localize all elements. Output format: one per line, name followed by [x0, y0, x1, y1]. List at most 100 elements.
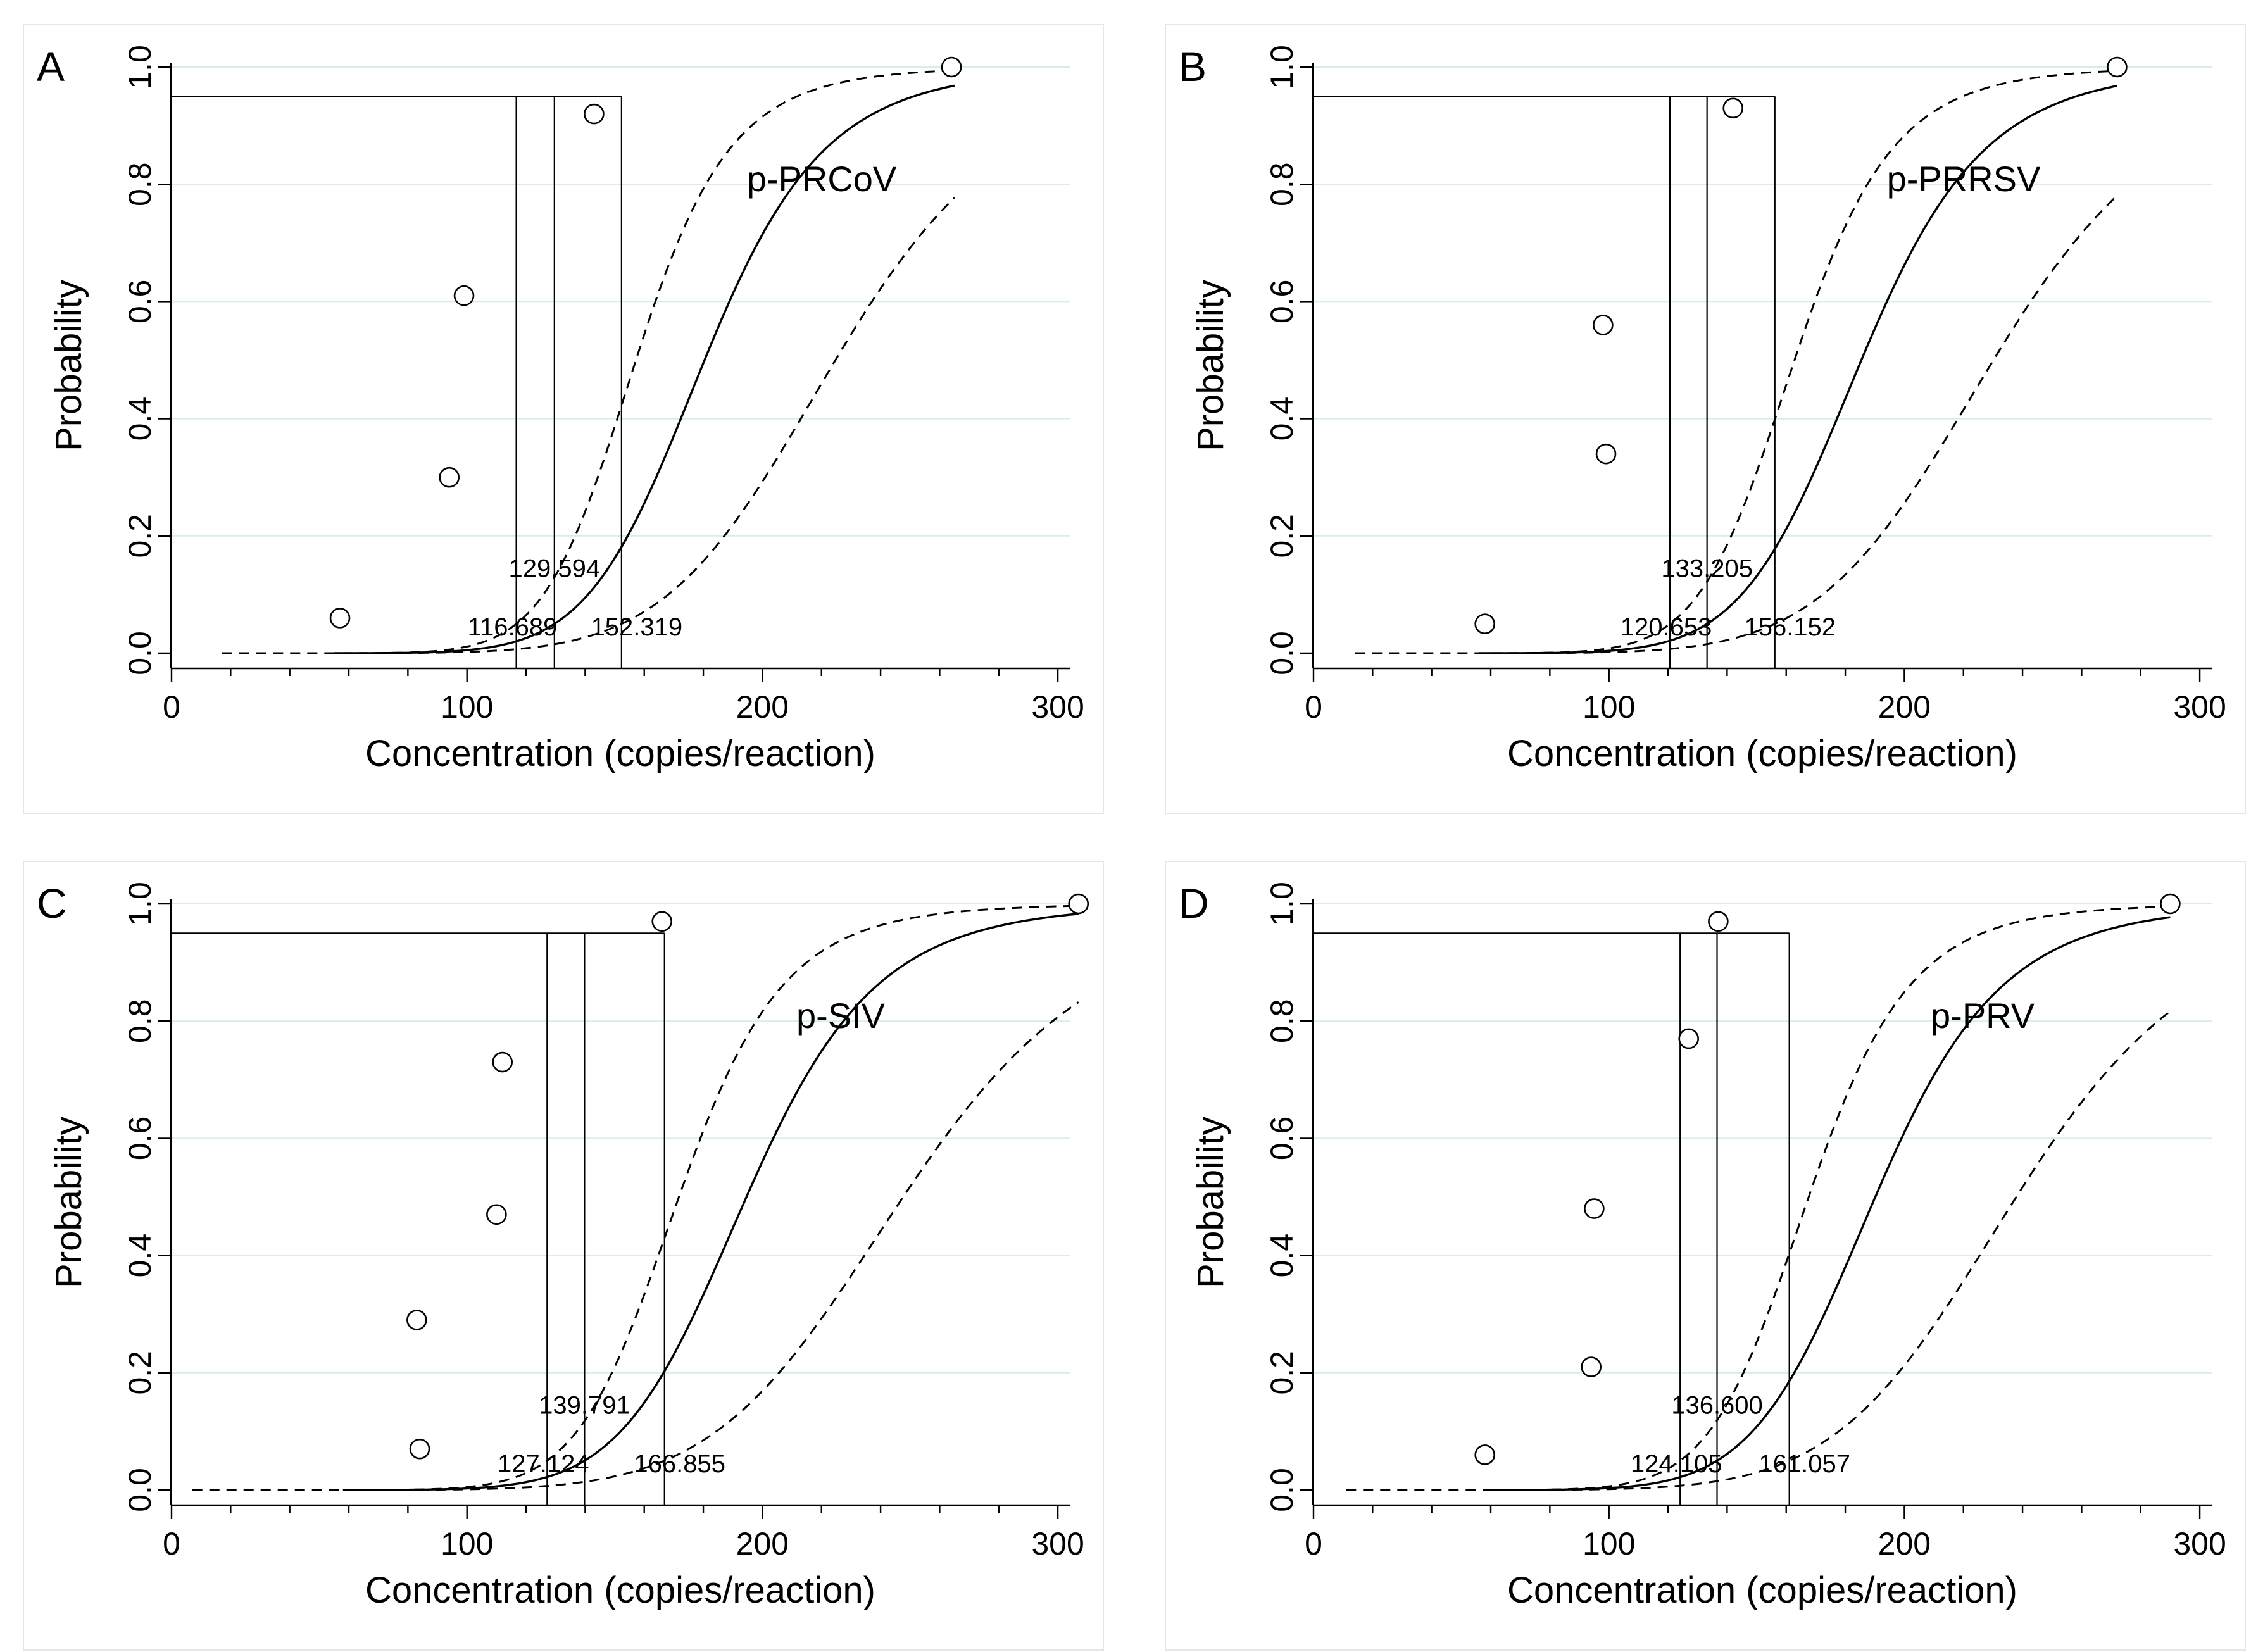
lod-upper-label: 161.057: [1759, 1450, 1850, 1478]
fit-curve: [1484, 916, 2171, 1491]
x-tick-label: 200: [1878, 1526, 1931, 1561]
x-axis-title: Concentration (copies/reaction): [365, 1570, 875, 1611]
upper-ci-curve: [1532, 195, 2118, 654]
y-tick-label: 1.0: [1264, 882, 1300, 926]
lod-estimate-label: 133.205: [1661, 555, 1753, 583]
observed-point: [1593, 315, 1614, 335]
lod-estimate-label: 129.594: [509, 555, 601, 583]
x-tick-label: 300: [2173, 1526, 2226, 1561]
y-tick-label: 1.0: [122, 882, 158, 926]
x-tick-label: 200: [736, 1526, 789, 1561]
chart-svg-c: 0.0 0.2 0.4 0.6 0.8 1.0 0 100 200 300 Concentratio…: [37, 880, 1089, 1611]
y-tick-label: 0.4: [1264, 1234, 1300, 1278]
series-title: p-PRCoV: [747, 159, 897, 199]
y-tick-label: 0.8: [122, 999, 158, 1043]
chart-svg-b: 0.0 0.2 0.4 0.6 0.8 1.0 0 100 200 300 Concentratio…: [1179, 43, 2226, 774]
x-tick-label: 0: [163, 1526, 180, 1561]
y-tick-label: 0.2: [122, 1351, 158, 1395]
observed-point: [406, 1310, 427, 1330]
y-tick-label: 1.0: [122, 45, 158, 89]
observed-point: [941, 56, 962, 78]
panel-b: 0.0 0.2 0.4 0.6 0.8 1.0 0 100 200 300 Concentratio…: [1165, 24, 2246, 814]
observed-point: [439, 466, 460, 488]
observed-point: [409, 1438, 430, 1460]
observed-point: [584, 103, 605, 125]
y-tick-label: 0.4: [122, 1234, 158, 1278]
chart-svg-a: 0.0 0.2 0.4 0.6 0.8 1.0 0 100 200 300 Concentratio…: [37, 43, 1084, 774]
x-axis-title: Concentration (copies/reaction): [365, 733, 875, 774]
observed-point: [1068, 893, 1089, 915]
x-tick-label: 100: [1583, 1526, 1635, 1561]
observed-point: [486, 1204, 507, 1225]
x-tick-label: 300: [1031, 1526, 1084, 1561]
lod-lower-label: 116.689: [468, 613, 558, 641]
observed-point: [1474, 1444, 1495, 1465]
panel-letter: D: [1179, 880, 1209, 927]
observed-point: [1595, 443, 1617, 465]
x-tick-label: 0: [163, 689, 180, 725]
y-axis-title: Probability: [48, 1117, 89, 1288]
x-tick-label: 300: [1031, 689, 1084, 725]
observed-point: [1708, 911, 1729, 932]
x-tick-label: 0: [1305, 1526, 1322, 1561]
y-tick-label: 0.2: [1264, 514, 1300, 558]
observed-point: [2160, 893, 2181, 915]
y-tick-label: 0.8: [1264, 999, 1300, 1043]
upper-ci-curve: [384, 197, 955, 654]
chart-svg-d: 0.0 0.2 0.4 0.6 0.8 1.0 0 100 200 300 Concentratio…: [1179, 880, 2226, 1611]
panel-c: 0.0 0.2 0.4 0.6 0.8 1.0 0 100 200 300 Concentratio…: [23, 861, 1104, 1651]
observed-point: [1474, 613, 1495, 635]
lod-estimate-label: 139.791: [539, 1392, 630, 1420]
y-tick-label: 0.0: [122, 631, 158, 675]
y-tick-label: 0.8: [122, 162, 158, 206]
panel-letter: A: [37, 43, 65, 90]
series-title: p-SIV: [796, 996, 886, 1036]
y-tick-label: 0.6: [1264, 280, 1300, 324]
y-axis-title: Probability: [48, 280, 89, 451]
observed-point: [1722, 97, 1744, 119]
observed-point: [329, 608, 351, 629]
fit-curve: [334, 84, 955, 654]
observed-point: [453, 285, 475, 306]
x-tick-label: 200: [1878, 689, 1931, 725]
fit-curve: [1479, 84, 2117, 654]
panel-letter: C: [37, 880, 67, 927]
observed-point: [1581, 1356, 1602, 1377]
lod-upper-label: 156.152: [1744, 613, 1836, 641]
y-tick-label: 0.4: [122, 397, 158, 441]
lod-upper-label: 152.319: [591, 613, 683, 641]
panel-a: 0.0 0.2 0.4 0.6 0.8 1.0 0 100 200 300 Concentratio…: [23, 24, 1104, 814]
x-axis-title: Concentration (copies/reaction): [1507, 733, 2017, 774]
y-axis-title: Probability: [1190, 1117, 1231, 1288]
upper-ci-curve: [1538, 1010, 2171, 1491]
upper-ci-curve: [402, 1001, 1079, 1491]
x-tick-label: 300: [2173, 689, 2226, 725]
y-tick-label: 0.0: [1264, 631, 1300, 675]
series-title: p-PRV: [1931, 996, 2035, 1036]
panel-letter: B: [1179, 43, 1207, 90]
y-tick-label: 0.4: [1264, 397, 1300, 441]
y-tick-label: 0.0: [1264, 1468, 1300, 1512]
lod-lower-label: 124.105: [1631, 1450, 1722, 1478]
y-tick-label: 0.6: [1264, 1117, 1300, 1161]
x-tick-label: 100: [1583, 689, 1635, 725]
x-tick-label: 0: [1305, 689, 1322, 725]
observed-point: [1584, 1198, 1605, 1219]
lod-estimate-label: 136.600: [1671, 1392, 1763, 1420]
x-tick-label: 100: [441, 1526, 493, 1561]
observed-point: [2107, 56, 2128, 78]
lod-lower-label: 120.653: [1621, 613, 1712, 641]
y-axis-title: Probability: [1190, 280, 1231, 451]
y-tick-label: 0.6: [122, 1117, 158, 1161]
y-tick-label: 0.0: [122, 1468, 158, 1512]
lower-ci-curve: [1346, 905, 2171, 1491]
observed-point: [651, 911, 673, 932]
y-tick-label: 0.2: [122, 514, 158, 558]
x-tick-label: 200: [736, 689, 789, 725]
observed-point: [1678, 1028, 1700, 1049]
x-tick-label: 100: [441, 689, 493, 725]
lod-upper-label: 166.855: [634, 1450, 725, 1478]
observed-point: [492, 1051, 513, 1073]
y-tick-label: 0.6: [122, 280, 158, 324]
y-tick-label: 1.0: [1264, 45, 1300, 89]
